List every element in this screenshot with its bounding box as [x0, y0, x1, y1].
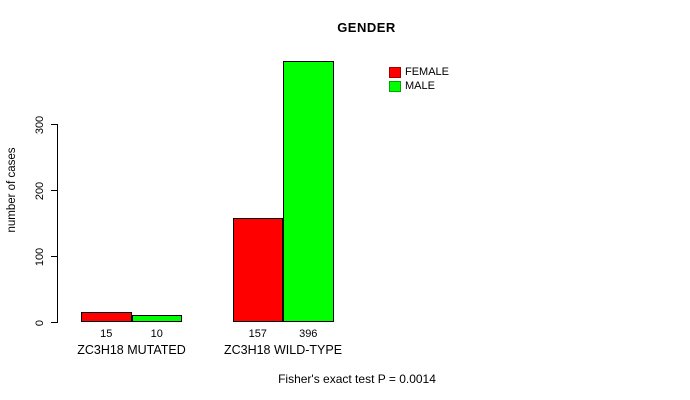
- legend: FEMALE MALE: [389, 65, 449, 93]
- legend-label: MALE: [405, 80, 435, 92]
- bar-male: [131, 315, 182, 322]
- bar-male: [283, 60, 334, 322]
- y-tick-label: 200: [34, 181, 46, 200]
- y-tick-label: 0: [34, 319, 46, 326]
- y-tick-mark: [51, 190, 57, 191]
- legend-item-female: FEMALE: [389, 65, 449, 79]
- legend-swatch-male: [389, 80, 401, 92]
- bar-value-label: 10: [150, 328, 163, 340]
- y-tick-label: 100: [34, 247, 46, 266]
- category-label: ZC3H18 WILD-TYPE: [223, 343, 343, 357]
- y-tick-label: 300: [34, 115, 46, 134]
- y-axis-line: [57, 124, 58, 323]
- bar-value-label: 15: [100, 328, 113, 340]
- bar-female: [81, 312, 132, 322]
- legend-item-male: MALE: [389, 79, 449, 93]
- y-tick-mark: [51, 256, 57, 257]
- y-axis-label: number of cases: [6, 147, 18, 233]
- category-label: ZC3H18 MUTATED: [77, 343, 186, 357]
- bar-value-label: 157: [248, 328, 267, 340]
- bar-female: [232, 218, 283, 322]
- chart-title: GENDER: [337, 20, 396, 35]
- bar-value-label: 396: [299, 328, 318, 340]
- y-tick-mark: [51, 322, 57, 323]
- y-tick-mark: [51, 124, 57, 125]
- legend-label: FEMALE: [405, 66, 450, 78]
- legend-swatch-female: [389, 66, 401, 78]
- stat-test-annotation: Fisher's exact test P = 0.0014: [278, 372, 436, 386]
